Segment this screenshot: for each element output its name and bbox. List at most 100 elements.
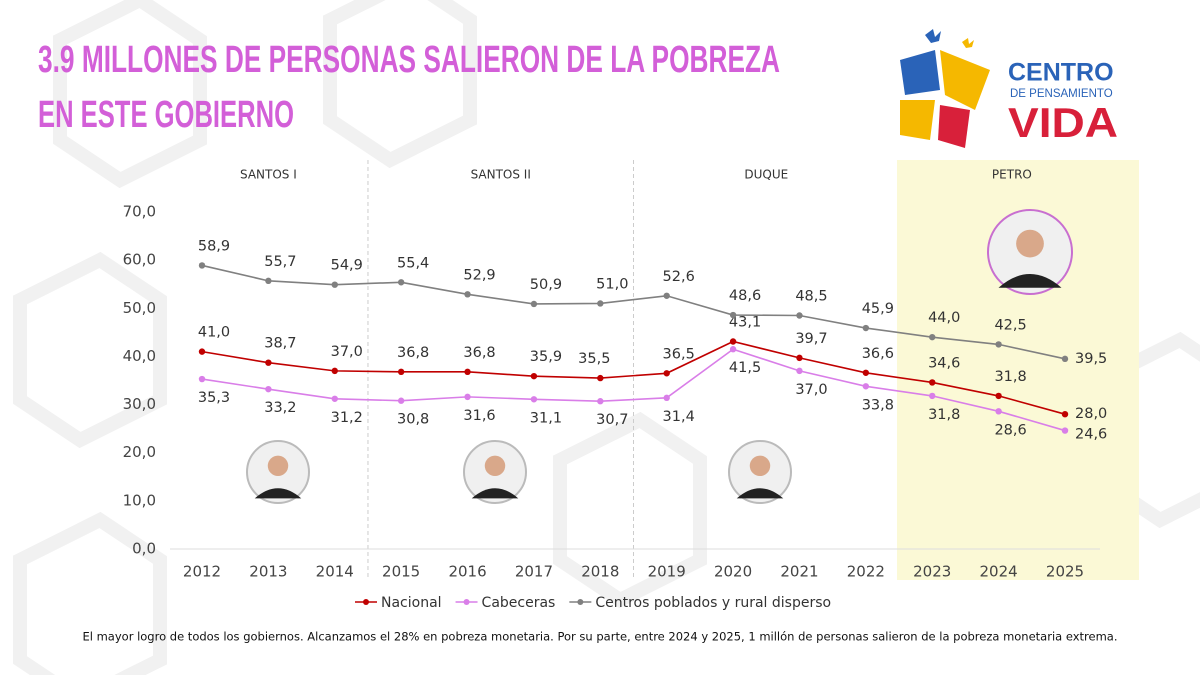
data-point — [663, 370, 670, 377]
value-label: 33,2 — [264, 400, 296, 416]
value-label: 52,6 — [663, 269, 695, 285]
value-label: 35,3 — [198, 390, 230, 406]
y-tick-label: 30,0 — [123, 395, 156, 413]
data-point — [729, 346, 737, 353]
value-label: 35,9 — [530, 349, 562, 365]
data-point — [530, 396, 538, 403]
data-point — [796, 367, 803, 375]
data-point — [331, 281, 338, 288]
data-point — [796, 312, 803, 319]
legend-marker — [463, 599, 470, 605]
data-point — [464, 368, 471, 376]
logo: CENTRO DE PENSAMIENTO VIDA — [900, 29, 1118, 148]
data-point — [397, 279, 405, 286]
y-tick-label: 0,0 — [132, 540, 156, 558]
y-tick-label: 50,0 — [123, 299, 156, 317]
legend-marker — [363, 599, 369, 605]
x-tick-label: 2016 — [448, 563, 486, 581]
data-point — [1061, 411, 1069, 418]
data-point — [929, 379, 936, 386]
y-tick-label: 20,0 — [123, 443, 156, 461]
value-label: 38,7 — [264, 336, 296, 352]
data-point — [331, 395, 338, 402]
data-point — [1061, 427, 1069, 434]
data-point — [862, 324, 870, 332]
value-label: 51,0 — [596, 276, 628, 292]
title-line: 3.9 MILLONES DE PERSONAS SALIERON DE LA … — [38, 39, 780, 81]
data-point — [929, 333, 936, 341]
x-tick-label: 2022 — [847, 563, 885, 581]
value-label: 36,6 — [862, 346, 894, 362]
value-label: 35,5 — [578, 351, 610, 367]
series-line — [201, 340, 1066, 415]
y-tick-label: 60,0 — [123, 251, 156, 269]
value-label: 28,0 — [1075, 406, 1107, 422]
y-tick-label: 70,0 — [123, 203, 156, 221]
logo-text: CENTRO — [1008, 59, 1114, 87]
data-point — [597, 300, 604, 307]
series-line — [201, 264, 1066, 360]
legend-marker — [577, 599, 584, 605]
data-point — [1061, 355, 1069, 363]
x-tick-label: 2013 — [249, 563, 287, 581]
data-point — [663, 292, 670, 299]
logo-text: VIDA — [1008, 99, 1118, 146]
value-label: 48,5 — [795, 289, 827, 305]
data-point — [331, 367, 338, 375]
note: El mayor logro de todos los gobiernos. A… — [82, 630, 1117, 644]
data-point — [995, 341, 1002, 348]
value-label: 44,0 — [928, 310, 960, 326]
data-point — [397, 368, 405, 376]
legend-label: Nacional — [381, 595, 442, 611]
value-label: 30,7 — [596, 412, 628, 428]
x-tick-label: 2018 — [581, 563, 619, 581]
x-tick-label: 2023 — [913, 563, 951, 581]
data-point — [265, 277, 272, 285]
value-label: 41,0 — [198, 325, 230, 341]
x-tick-label: 2021 — [780, 563, 818, 581]
data-point — [198, 375, 206, 383]
portrait-head — [749, 455, 771, 477]
portrait-head — [1016, 229, 1044, 258]
value-label: 31,2 — [331, 410, 363, 426]
value-label: 36,8 — [463, 345, 495, 361]
value-label: 58,9 — [198, 238, 230, 254]
portrait-body — [254, 488, 302, 499]
data-point — [464, 291, 471, 298]
value-label: 34,6 — [928, 355, 960, 371]
data-point — [530, 300, 538, 308]
value-label: 43,1 — [729, 315, 761, 331]
value-label: 55,4 — [397, 255, 429, 271]
period-label: SANTOS II — [471, 168, 531, 182]
value-label: 36,8 — [397, 345, 429, 361]
data-point — [597, 374, 604, 382]
value-label: 55,7 — [264, 254, 296, 270]
value-label: 33,8 — [862, 397, 894, 413]
portrait-body — [736, 488, 784, 499]
data-point — [663, 394, 670, 402]
value-label: 37,0 — [795, 382, 827, 398]
legend-label: Centros poblados y rural disperso — [595, 595, 831, 611]
data-point — [530, 372, 538, 380]
data-point — [198, 262, 206, 269]
x-tick-label: 2025 — [1046, 563, 1084, 581]
data-point — [397, 397, 405, 404]
data-point — [729, 338, 737, 345]
data-point — [265, 385, 272, 393]
x-tick-label: 2012 — [183, 563, 221, 581]
value-label: 45,9 — [862, 301, 894, 317]
data-point — [265, 359, 272, 366]
value-label: 48,6 — [729, 288, 761, 304]
legend-label: Cabeceras — [482, 595, 556, 611]
x-tick-label: 2014 — [316, 563, 354, 581]
data-point — [597, 398, 604, 405]
value-label: 24,6 — [1075, 427, 1107, 443]
x-tick-label: 2019 — [648, 563, 686, 581]
period-label: DUQUE — [744, 168, 788, 182]
data-point — [995, 392, 1002, 400]
value-label: 54,9 — [331, 258, 363, 274]
value-label: 41,5 — [729, 360, 761, 376]
value-label: 28,6 — [994, 422, 1026, 438]
value-label: 30,8 — [397, 412, 429, 428]
logo-text: DE PENSAMIENTO — [1010, 88, 1113, 100]
